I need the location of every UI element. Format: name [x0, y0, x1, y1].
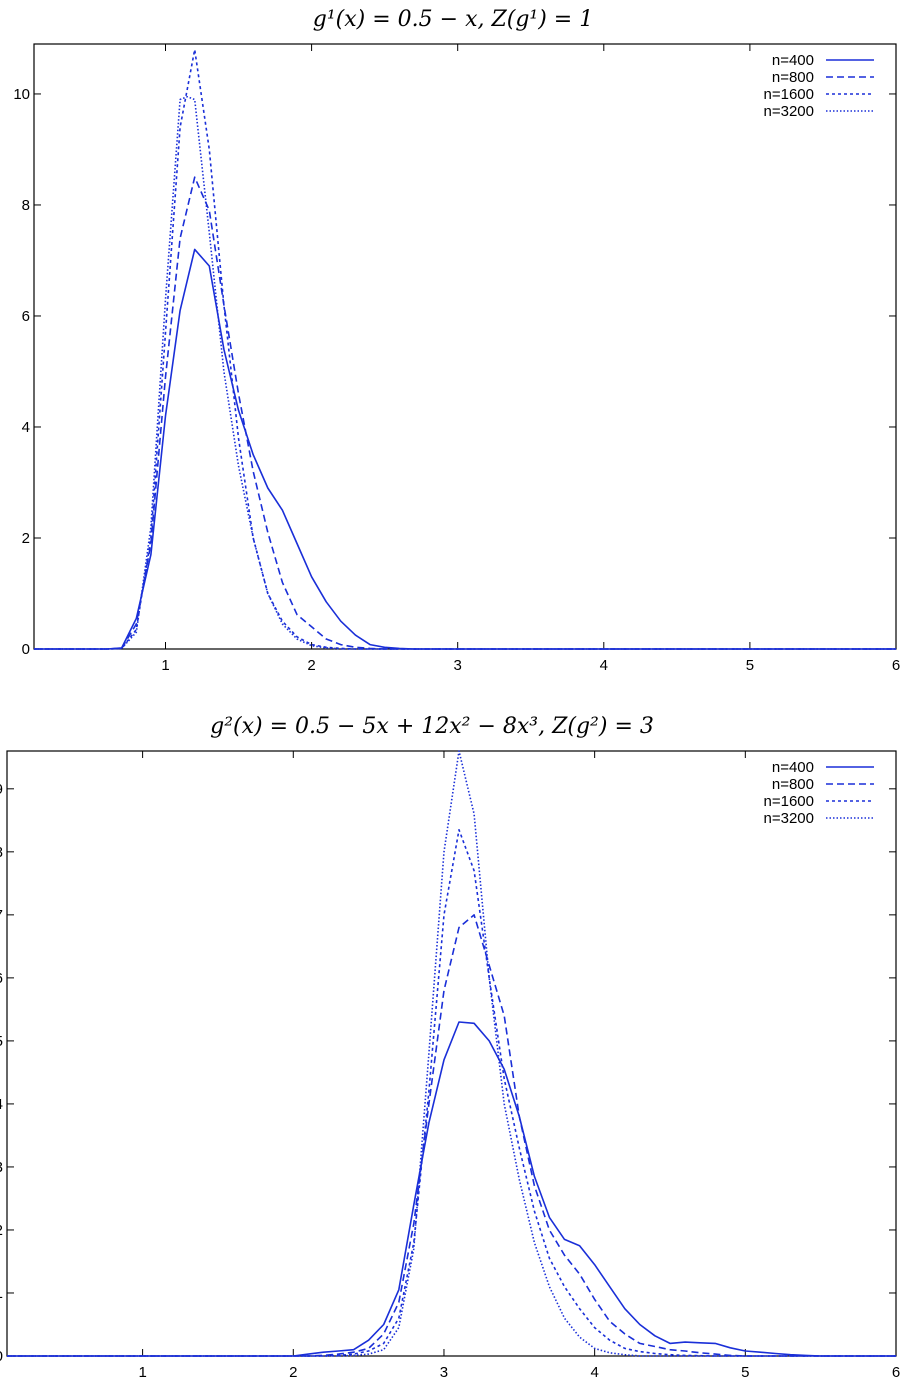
x-tick-label: 1 — [138, 1364, 146, 1381]
series-line-n-800 — [34, 176, 896, 650]
x-tick-label: 5 — [741, 1364, 749, 1381]
y-tick-label: 5 — [0, 1033, 3, 1050]
x-tick-label: 4 — [590, 1364, 598, 1381]
legend-label: n=400 — [772, 52, 814, 69]
plot-frame — [33, 43, 897, 650]
chart-g1: g¹(x) = 0.5 − x, Z(g¹) = 1 1 2 3 4 5 6 0 2 4 6 8 10… — [13, 7, 900, 674]
x-tick-label: 5 — [746, 657, 754, 674]
y-tick-label: 8 — [22, 197, 30, 214]
y-tick-label: 4 — [0, 1096, 3, 1113]
y-tick-label: 1 — [0, 1285, 3, 1302]
y-tick-label: 10 — [13, 86, 30, 103]
x-tick-label: 1 — [161, 657, 169, 674]
legend-label: n=3200 — [764, 103, 814, 120]
plot-frame — [6, 750, 897, 1357]
x-tick-label: 3 — [454, 657, 462, 674]
legend-label: n=800 — [772, 776, 814, 793]
y-tick-label: 2 — [0, 1222, 3, 1239]
y-tick-label: 0 — [22, 641, 30, 658]
series-line-n-1600 — [7, 828, 896, 1357]
y-tick-label: 9 — [0, 781, 3, 798]
chart-title: g¹(x) = 0.5 − x, Z(g¹) = 1 — [313, 7, 593, 32]
y-tick-label: 7 — [0, 907, 3, 924]
x-tick-label: 2 — [289, 1364, 297, 1381]
x-tick-label: 4 — [600, 657, 608, 674]
series-line-n-400 — [7, 1021, 896, 1357]
y-tick-label: 8 — [0, 844, 3, 861]
chart-title: g²(x) = 0.5 − 5x + 12x² − 8x³, Z(g²) = 3 — [210, 714, 654, 739]
y-tick-label: 6 — [22, 308, 30, 325]
x-tick-label: 3 — [440, 1364, 448, 1381]
y-tick-label: 6 — [0, 970, 3, 987]
x-tick-label: 2 — [307, 657, 315, 674]
series-line-n-1600 — [34, 48, 896, 650]
series-line-n-400 — [34, 248, 896, 650]
y-tick-label: 2 — [22, 530, 30, 547]
series-line-n-3200 — [34, 95, 896, 650]
legend-label: n=400 — [772, 759, 814, 776]
y-tick-label: 0 — [0, 1348, 3, 1365]
y-tick-label: 4 — [22, 419, 30, 436]
legend-label: n=800 — [772, 69, 814, 86]
x-tick-label: 6 — [892, 1364, 900, 1381]
series-line-n-3200 — [7, 750, 896, 1357]
legend-label: n=1600 — [764, 793, 814, 810]
legend-label: n=1600 — [764, 86, 814, 103]
legend-label: n=3200 — [764, 810, 814, 827]
x-tick-label: 6 — [892, 657, 900, 674]
chart-g2: g²(x) = 0.5 − 5x + 12x² − 8x³, Z(g²) = 3… — [0, 714, 900, 1381]
y-tick-label: 3 — [0, 1159, 3, 1176]
series-line-n-800 — [7, 914, 896, 1357]
